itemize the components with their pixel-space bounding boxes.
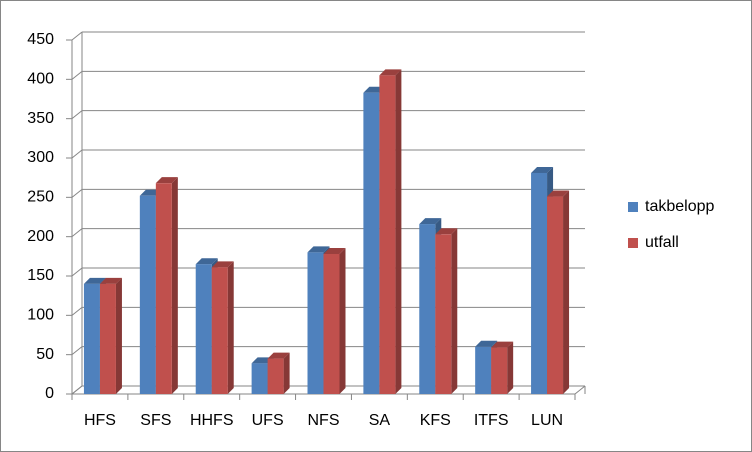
grid-diagonal [71,228,83,238]
bar-side [507,341,514,394]
bar [419,224,436,394]
bar-top [379,69,402,76]
legend-swatch [628,238,638,248]
bar [211,267,228,394]
bar-top [99,277,122,284]
bar-top [267,352,290,359]
bar [491,347,508,394]
bar-side [283,352,290,394]
y-tick-label: 0 [45,385,54,402]
bar-side [171,177,178,394]
bar-side [227,261,234,394]
bar [139,195,156,394]
x-tick-label: HFS [84,412,116,429]
bar-side [395,69,402,395]
y-tick-label: 150 [27,267,54,284]
bar [267,358,284,394]
bar-side [563,190,570,394]
bar-top [419,218,442,225]
bar [83,283,100,394]
legend-label: utfall [645,234,679,251]
legend-swatch [628,202,638,212]
grid-diagonal [71,70,83,80]
legend-label: takbelopp [645,198,714,215]
bar-top [435,228,458,235]
bar [531,172,548,394]
grid-diagonal [71,346,83,356]
grid-diagonal [71,149,83,159]
bar-top [307,246,330,253]
x-tick-label: UFS [252,412,284,429]
grid-diagonal [71,110,83,120]
y-tick-label: 100 [27,307,54,324]
y-tick-label: 50 [36,346,54,363]
bar-top [475,340,498,347]
grid-diagonal [71,306,83,316]
bar-top [547,190,570,197]
x-tick-label: HHFS [190,412,234,429]
bar [379,75,396,395]
x-tick-label: NFS [308,412,340,429]
x-tick-label: SA [369,412,391,429]
bar [195,264,212,394]
x-tick-label: LUN [531,412,563,429]
x-tick-label: SFS [140,412,171,429]
y-tick-label: 450 [27,31,54,48]
bar [435,234,452,394]
bar [547,196,564,394]
bar [251,363,268,394]
bar-top [211,261,234,268]
x-tick-label: KFS [420,412,451,429]
bar [99,283,116,394]
grid-diagonal [71,385,83,395]
bar-side [115,277,122,394]
bar-top [155,177,178,184]
bar-side [451,228,458,394]
bar-side [339,247,346,394]
y-tick-label: 250 [27,189,54,206]
y-tick-label: 400 [27,71,54,88]
grid-diagonal [71,31,83,41]
floor-right [574,385,586,395]
bar [475,346,492,394]
bar-top [491,341,514,348]
y-tick-label: 300 [27,149,54,166]
bar-top [323,247,346,254]
bar-top [83,277,106,284]
bar [363,92,380,394]
bar-top [531,166,554,173]
bar [307,252,324,394]
grid-diagonal [71,267,83,277]
bar [155,183,172,394]
bar [323,253,340,394]
x-tick-label: ITFS [474,412,509,429]
grid-diagonal [71,188,83,198]
bar-top [195,258,218,265]
y-tick-label: 350 [27,110,54,127]
y-tick-label: 200 [27,228,54,245]
